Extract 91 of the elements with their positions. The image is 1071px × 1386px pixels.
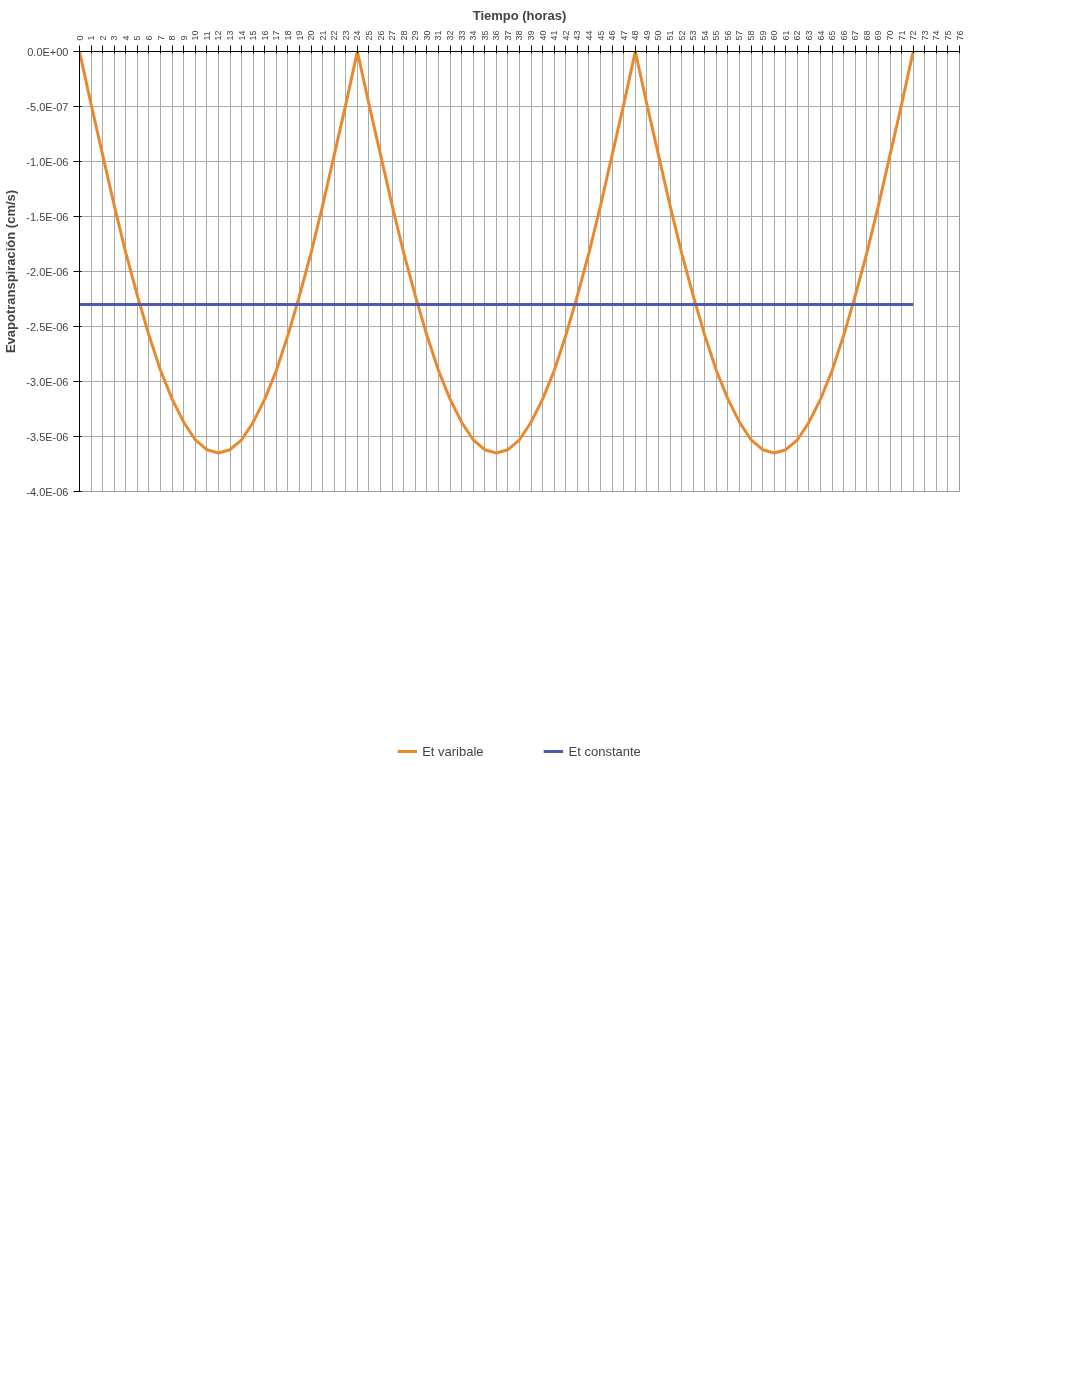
- x-tick-label: 2: [97, 35, 108, 41]
- x-tick-label: 27: [387, 30, 398, 41]
- x-tick-label: 63: [803, 30, 814, 41]
- x-tick-label: 9: [178, 35, 189, 41]
- x-tick-label: 75: [942, 30, 953, 41]
- x-tick-label: 53: [688, 30, 699, 41]
- x-tick-label: 13: [225, 30, 236, 41]
- x-tick-label: 68: [861, 30, 872, 41]
- x-tick-label: 46: [607, 30, 618, 41]
- x-tick-label: 43: [572, 30, 583, 41]
- x-tick-label: 35: [479, 30, 490, 41]
- x-tick-label: 58: [746, 30, 757, 41]
- line-series: [79, 51, 915, 455]
- y-tick-label: -4.0E-06: [26, 485, 69, 498]
- x-tick-label: 73: [919, 30, 930, 41]
- x-tick-label: 44: [583, 30, 594, 41]
- x-tick-label: 41: [549, 30, 560, 41]
- x-tick-label: 69: [873, 30, 884, 41]
- x-tick-label: 28: [398, 30, 409, 41]
- x-tick-label: 39: [526, 30, 537, 41]
- y-tick-label: 0.0E+00: [27, 45, 69, 58]
- x-tick-label: 74: [931, 30, 942, 41]
- x-tick-label: 19: [294, 30, 305, 41]
- x-tick-label: 49: [641, 30, 652, 41]
- x-tick-label: 55: [711, 30, 722, 41]
- x-tick-label: 5: [132, 35, 143, 41]
- x-tick-label: 6: [143, 35, 154, 41]
- x-tick-label: 37: [502, 30, 513, 41]
- y-tick-label: -5.0E-07: [26, 100, 69, 113]
- x-tick-label: 36: [491, 30, 502, 41]
- x-tick-label: 61: [780, 30, 791, 41]
- x-tick-label: 33: [456, 30, 467, 41]
- x-tick-label: 51: [665, 30, 676, 41]
- x-tick-label: 59: [757, 30, 768, 41]
- x-tick-label: 62: [792, 30, 803, 41]
- x-tick-label: 30: [421, 30, 432, 41]
- x-tick-label: 7: [155, 35, 166, 41]
- x-tick-label: 17: [271, 30, 282, 41]
- x-tick-label: 45: [595, 30, 606, 41]
- x-tick-label: 22: [329, 30, 340, 41]
- x-tick-label: 23: [340, 30, 351, 41]
- x-tick-label: 57: [734, 30, 745, 41]
- x-tick-label: 38: [514, 30, 525, 41]
- x-tick-label: 71: [896, 30, 907, 41]
- x-tick-label: 60: [769, 30, 780, 41]
- chart-title: Tiempo (horas): [472, 7, 567, 23]
- y-tick-label: -2.0E-06: [26, 265, 69, 278]
- y-tick-label: -3.5E-06: [26, 430, 69, 443]
- x-tick-label: 32: [445, 30, 456, 41]
- x-tick-label: 20: [306, 30, 317, 41]
- x-tick-label: 21: [317, 30, 328, 41]
- x-tick-label: 42: [560, 30, 571, 41]
- x-tick-label: 72: [908, 30, 919, 41]
- legend-label: Et constante: [568, 743, 641, 759]
- x-tick-label: 56: [722, 30, 733, 41]
- x-tick-label: 52: [676, 30, 687, 41]
- y-tick-label: -2.5E-06: [26, 320, 69, 333]
- x-tick-label: 29: [410, 30, 421, 41]
- x-tick-label: 18: [282, 30, 293, 41]
- x-tick-label: 26: [375, 30, 386, 41]
- x-tick-label: 10: [190, 30, 201, 41]
- x-tick-label: 66: [838, 30, 849, 41]
- x-tick-label: 76: [954, 30, 965, 41]
- x-tick-label: 8: [167, 35, 178, 41]
- x-tick-label: 54: [699, 30, 710, 41]
- y-tick-label: -3.0E-06: [26, 375, 69, 388]
- x-tick-label: 12: [213, 30, 224, 41]
- x-tick-label: 24: [352, 30, 363, 41]
- y-tick-label: -1.5E-06: [26, 210, 69, 223]
- x-tick-label: 50: [653, 30, 664, 41]
- x-tick-label: 11: [201, 31, 212, 41]
- x-tick-label: 16: [259, 30, 270, 41]
- y-axis-title: Evapotranspiración (cm/s): [3, 189, 19, 354]
- x-tick-label: 14: [236, 30, 247, 41]
- x-tick-label: 47: [618, 30, 629, 41]
- x-tick-label: 4: [120, 35, 131, 41]
- legend-label: Et varibale: [422, 743, 484, 759]
- y-tick-label: -1.0E-06: [26, 155, 69, 168]
- x-tick-label: 40: [537, 30, 548, 41]
- x-tick-label: 34: [468, 30, 479, 41]
- x-tick-label: 70: [885, 30, 896, 41]
- x-tick-label: 65: [827, 30, 838, 41]
- x-tick-label: 0: [74, 35, 85, 41]
- x-tick-label: 64: [815, 30, 826, 41]
- x-tick-label: 67: [850, 30, 861, 41]
- x-tick-label: 1: [86, 35, 97, 41]
- x-tick-label: 15: [248, 30, 259, 41]
- x-tick-label: 3: [109, 35, 120, 41]
- x-tick-label: 25: [363, 30, 374, 41]
- x-tick-label: 31: [433, 30, 444, 41]
- x-tick-label: 48: [630, 30, 641, 41]
